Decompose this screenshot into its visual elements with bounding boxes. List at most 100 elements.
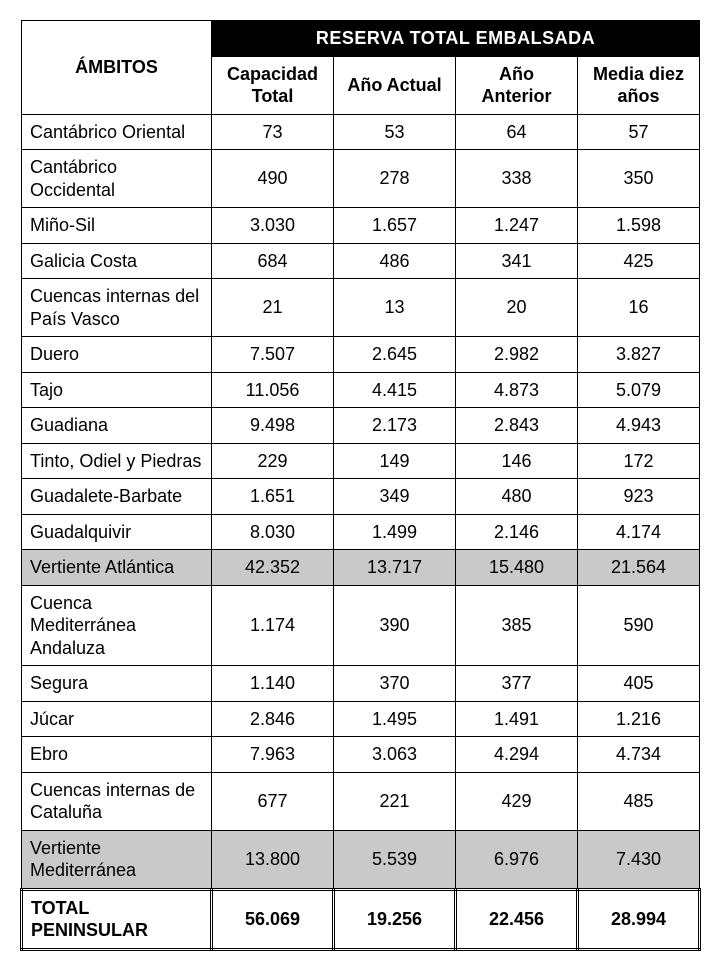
table-row: Segura1.140370377405 bbox=[22, 666, 700, 702]
header-actual: Año Actual bbox=[334, 56, 456, 114]
cell-anterior: 20 bbox=[456, 279, 578, 337]
row-label: Tajo bbox=[22, 372, 212, 408]
cell-actual: 221 bbox=[334, 772, 456, 830]
table-row: Vertiente Mediterránea13.8005.5396.9767.… bbox=[22, 830, 700, 889]
cell-actual: 3.063 bbox=[334, 737, 456, 773]
cell-anterior: 4.873 bbox=[456, 372, 578, 408]
cell-actual: 13 bbox=[334, 279, 456, 337]
row-label: Cuencas internas de Cataluña bbox=[22, 772, 212, 830]
cell-capacidad: 11.056 bbox=[212, 372, 334, 408]
cell-media: 172 bbox=[578, 443, 700, 479]
table-row: Miño-Sil3.0301.6571.2471.598 bbox=[22, 208, 700, 244]
cell-actual: 1.495 bbox=[334, 701, 456, 737]
cell-anterior: 2.982 bbox=[456, 337, 578, 373]
table-row: Tinto, Odiel y Piedras229149146172 bbox=[22, 443, 700, 479]
cell-media: 57 bbox=[578, 114, 700, 150]
cell-media: 16 bbox=[578, 279, 700, 337]
table-header: ÁMBITOS RESERVA TOTAL EMBALSADA Capacida… bbox=[22, 21, 700, 115]
cell-anterior: 341 bbox=[456, 243, 578, 279]
cell-actual: 19.256 bbox=[334, 889, 456, 949]
cell-media: 923 bbox=[578, 479, 700, 515]
table-body: Cantábrico Oriental73536457Cantábrico Oc… bbox=[22, 114, 700, 949]
cell-anterior: 4.294 bbox=[456, 737, 578, 773]
row-label: Júcar bbox=[22, 701, 212, 737]
cell-media: 425 bbox=[578, 243, 700, 279]
cell-media: 21.564 bbox=[578, 550, 700, 586]
table-row: Cuencas internas del País Vasco21132016 bbox=[22, 279, 700, 337]
cell-anterior: 1.491 bbox=[456, 701, 578, 737]
cell-anterior: 338 bbox=[456, 150, 578, 208]
row-label: Vertiente Mediterránea bbox=[22, 830, 212, 889]
row-label: Tinto, Odiel y Piedras bbox=[22, 443, 212, 479]
table-row: Ebro7.9633.0634.2944.734 bbox=[22, 737, 700, 773]
cell-anterior: 2.146 bbox=[456, 514, 578, 550]
cell-capacidad: 677 bbox=[212, 772, 334, 830]
table-row: Vertiente Atlántica42.35213.71715.48021.… bbox=[22, 550, 700, 586]
cell-media: 1.598 bbox=[578, 208, 700, 244]
table-row: Duero7.5072.6452.9823.827 bbox=[22, 337, 700, 373]
table-row: Guadalete-Barbate1.651349480923 bbox=[22, 479, 700, 515]
cell-capacidad: 3.030 bbox=[212, 208, 334, 244]
cell-media: 405 bbox=[578, 666, 700, 702]
row-label: Cantábrico Oriental bbox=[22, 114, 212, 150]
row-label: Guadiana bbox=[22, 408, 212, 444]
header-anterior: Año Anterior bbox=[456, 56, 578, 114]
row-label: Cuencas internas del País Vasco bbox=[22, 279, 212, 337]
table-row: Tajo11.0564.4154.8735.079 bbox=[22, 372, 700, 408]
cell-capacidad: 7.963 bbox=[212, 737, 334, 773]
cell-capacidad: 7.507 bbox=[212, 337, 334, 373]
cell-capacidad: 229 bbox=[212, 443, 334, 479]
cell-actual: 1.657 bbox=[334, 208, 456, 244]
cell-actual: 370 bbox=[334, 666, 456, 702]
cell-media: 4.174 bbox=[578, 514, 700, 550]
cell-media: 590 bbox=[578, 585, 700, 666]
cell-capacidad: 13.800 bbox=[212, 830, 334, 889]
cell-actual: 486 bbox=[334, 243, 456, 279]
cell-anterior: 22.456 bbox=[456, 889, 578, 949]
cell-anterior: 64 bbox=[456, 114, 578, 150]
row-label: Segura bbox=[22, 666, 212, 702]
header-ambitos: ÁMBITOS bbox=[22, 21, 212, 115]
row-label: Duero bbox=[22, 337, 212, 373]
row-label: TOTAL PENINSULAR bbox=[22, 889, 212, 949]
cell-actual: 2.645 bbox=[334, 337, 456, 373]
cell-anterior: 6.976 bbox=[456, 830, 578, 889]
cell-capacidad: 490 bbox=[212, 150, 334, 208]
cell-actual: 278 bbox=[334, 150, 456, 208]
header-title: RESERVA TOTAL EMBALSADA bbox=[212, 21, 700, 57]
table-row: Guadalquivir8.0301.4992.1464.174 bbox=[22, 514, 700, 550]
cell-anterior: 385 bbox=[456, 585, 578, 666]
cell-anterior: 429 bbox=[456, 772, 578, 830]
cell-capacidad: 2.846 bbox=[212, 701, 334, 737]
cell-anterior: 146 bbox=[456, 443, 578, 479]
cell-actual: 53 bbox=[334, 114, 456, 150]
reservoir-table: ÁMBITOS RESERVA TOTAL EMBALSADA Capacida… bbox=[20, 20, 701, 951]
cell-actual: 390 bbox=[334, 585, 456, 666]
cell-capacidad: 21 bbox=[212, 279, 334, 337]
cell-media: 350 bbox=[578, 150, 700, 208]
cell-actual: 2.173 bbox=[334, 408, 456, 444]
cell-capacidad: 1.140 bbox=[212, 666, 334, 702]
row-label: Cantábrico Occidental bbox=[22, 150, 212, 208]
cell-anterior: 480 bbox=[456, 479, 578, 515]
table-row: Guadiana9.4982.1732.8434.943 bbox=[22, 408, 700, 444]
cell-capacidad: 9.498 bbox=[212, 408, 334, 444]
cell-media: 485 bbox=[578, 772, 700, 830]
row-label: Ebro bbox=[22, 737, 212, 773]
row-label: Cuenca Mediterránea Andaluza bbox=[22, 585, 212, 666]
table-row: Cuencas internas de Cataluña677221429485 bbox=[22, 772, 700, 830]
cell-capacidad: 8.030 bbox=[212, 514, 334, 550]
cell-anterior: 1.247 bbox=[456, 208, 578, 244]
cell-media: 4.943 bbox=[578, 408, 700, 444]
cell-media: 5.079 bbox=[578, 372, 700, 408]
cell-actual: 149 bbox=[334, 443, 456, 479]
cell-actual: 5.539 bbox=[334, 830, 456, 889]
row-label: Guadalete-Barbate bbox=[22, 479, 212, 515]
cell-actual: 4.415 bbox=[334, 372, 456, 408]
cell-anterior: 15.480 bbox=[456, 550, 578, 586]
cell-capacidad: 73 bbox=[212, 114, 334, 150]
cell-media: 28.994 bbox=[578, 889, 700, 949]
cell-media: 1.216 bbox=[578, 701, 700, 737]
cell-capacidad: 1.651 bbox=[212, 479, 334, 515]
table-row: Cantábrico Oriental73536457 bbox=[22, 114, 700, 150]
